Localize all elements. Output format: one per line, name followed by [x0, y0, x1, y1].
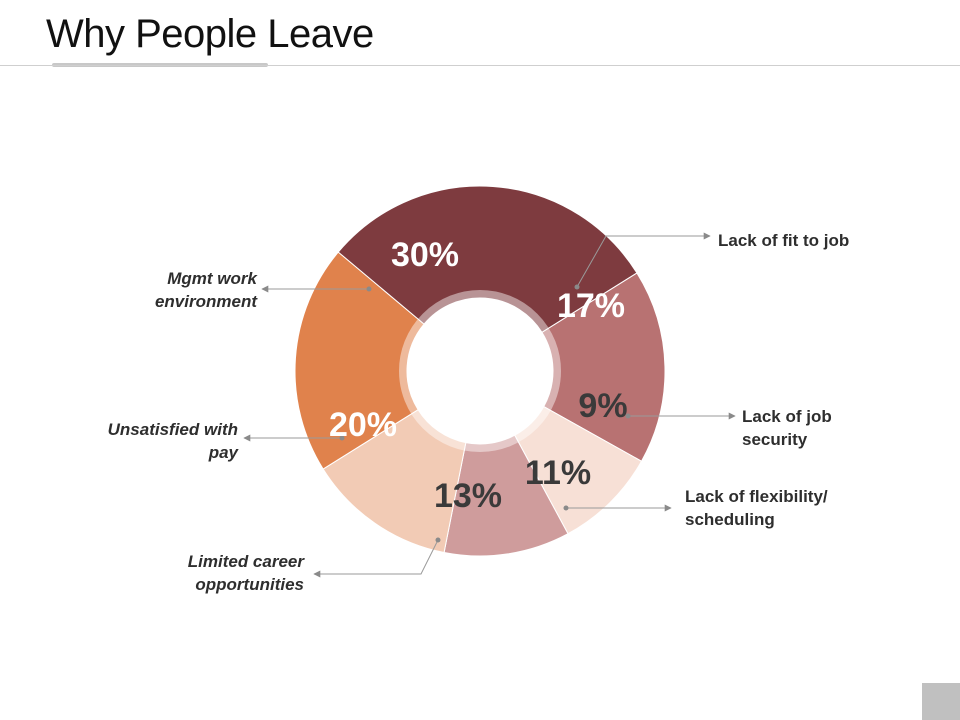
title-divider — [0, 65, 960, 66]
callout-flex-line-2: scheduling — [685, 510, 775, 529]
donut-inner-ring — [399, 290, 561, 452]
donut-hole — [408, 299, 552, 443]
callout-career-line-2: opportunities — [195, 575, 304, 594]
leader-dot-security — [625, 413, 631, 419]
callout-fit-line-1: Lack of fit to job — [718, 231, 850, 250]
value-label-flex: 11% — [525, 454, 591, 492]
value-label-fit: 17% — [557, 287, 625, 325]
callout-pay-line-1: Unsatisfied with — [107, 420, 238, 439]
leader-dot-mgmt — [366, 286, 372, 292]
callout-mgmt-line-1: Mgmt work — [167, 269, 257, 288]
value-label-mgmt: 30% — [391, 236, 459, 274]
value-label-career: 13% — [434, 477, 502, 515]
callout-mgmt-line-2: environment — [154, 292, 257, 311]
leader-dot-career — [435, 537, 441, 543]
callout-flex: Lack of flexibility/ scheduling — [685, 485, 828, 531]
callout-fit: Lack of fit to job — [718, 229, 849, 252]
value-label-pay: 20% — [329, 406, 397, 444]
callout-career-line-1: Limited career — [187, 552, 304, 571]
callout-security: Lack of job security — [742, 405, 832, 451]
callout-career: Limited career opportunities — [120, 550, 304, 596]
value-label-security: 9% — [578, 387, 627, 425]
leader-dot-fit — [574, 284, 580, 290]
leader-dot-pay — [339, 435, 345, 441]
callout-security-line-1: Lack of job — [742, 407, 832, 426]
page-title: Why People Leave — [46, 12, 374, 56]
callout-pay: Unsatisfied with pay — [60, 418, 238, 464]
corner-block — [922, 683, 960, 720]
callout-flex-line-1: Lack of flexibility/ — [685, 487, 828, 506]
callout-pay-line-2: pay — [208, 443, 238, 462]
leader-line-fit — [576, 232, 711, 288]
callout-mgmt: Mgmt work environment — [80, 267, 257, 313]
slice-career — [322, 408, 467, 554]
slice-mgmt — [337, 185, 638, 334]
slice-fit — [541, 272, 666, 462]
slice-pay — [294, 251, 425, 470]
leader-line-career — [313, 539, 439, 578]
leader-dot-flex — [563, 505, 569, 511]
callout-security-line-2: security — [742, 430, 808, 449]
